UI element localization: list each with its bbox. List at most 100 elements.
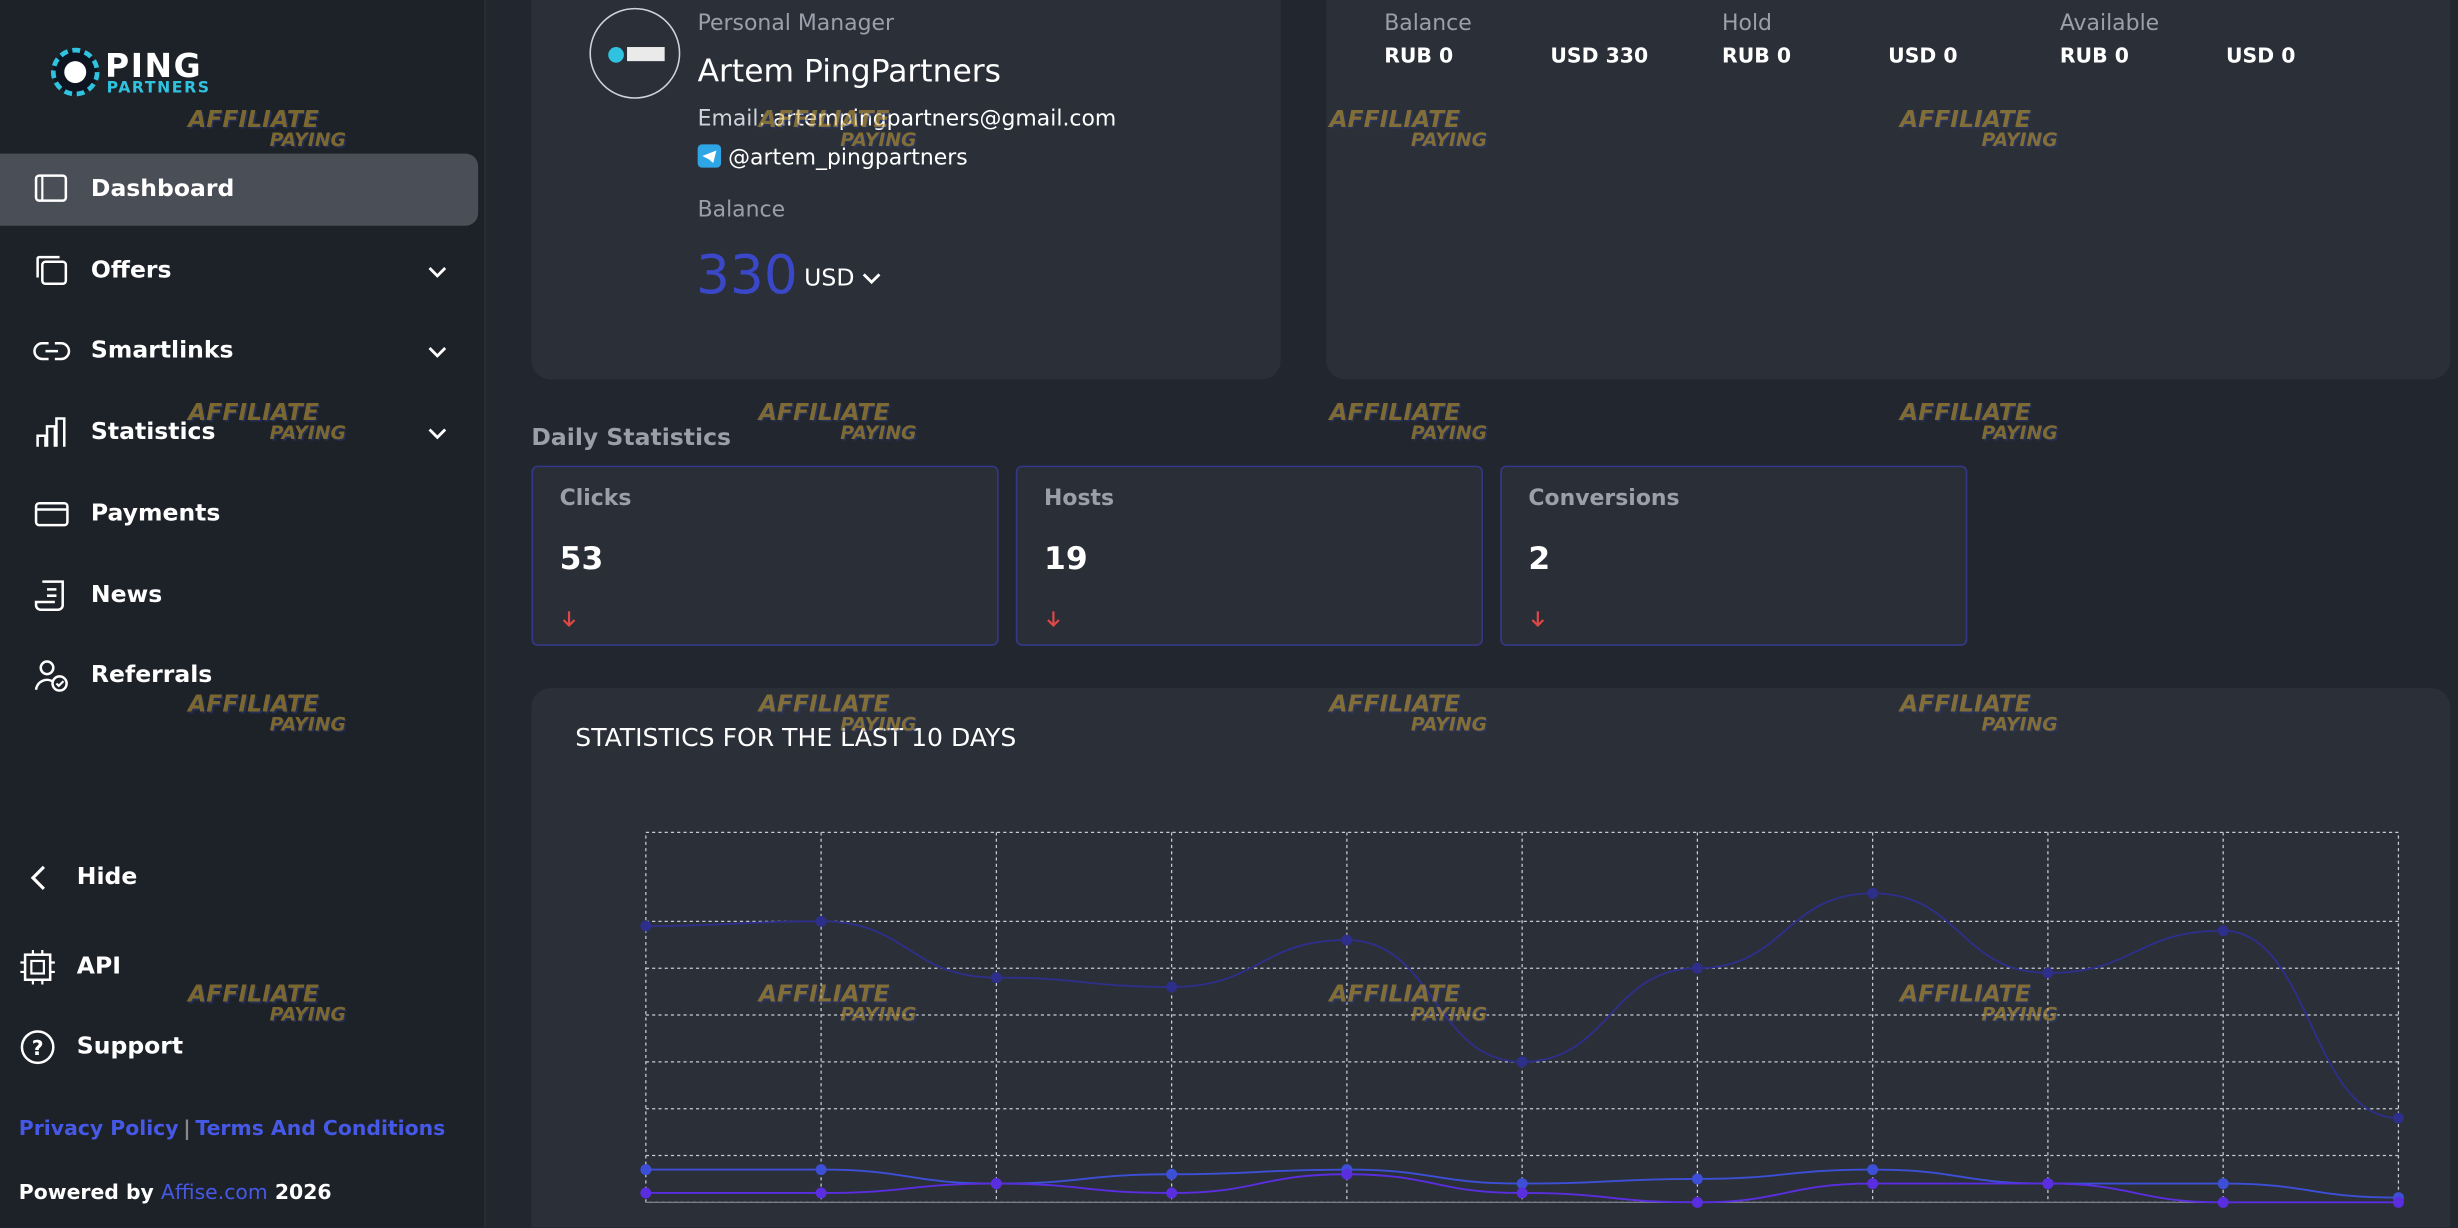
hide-button[interactable]: Hide — [0, 842, 478, 914]
series-line — [645, 892, 2399, 1119]
chevron — [428, 347, 447, 359]
icon — [30, 865, 46, 890]
api-link[interactable]: API — [0, 931, 478, 1003]
nav-label: Hide — [76, 862, 138, 891]
daily-title: Daily Statistics — [531, 423, 732, 452]
data-point — [1341, 1168, 1353, 1180]
balance-usd: USD 0 — [2225, 45, 2296, 69]
manager-email: Email: artempingpartners@gmail.com — [698, 107, 1117, 132]
privacy-link[interactable]: Privacy Policy — [18, 1117, 179, 1142]
data-point — [1867, 1164, 1879, 1176]
nav-label: Smartlinks — [90, 336, 234, 365]
year: 2026 — [274, 1181, 332, 1206]
chevron — [862, 273, 881, 285]
data-point — [815, 1187, 827, 1199]
balance-rub: RUB 0 — [1722, 45, 1792, 69]
separator: | — [183, 1117, 191, 1142]
stat-label: Conversions — [1528, 485, 1680, 512]
balance-group-label: Hold — [1722, 10, 1772, 37]
manager-avatar — [589, 7, 681, 99]
stat-label: Hosts — [1044, 485, 1115, 512]
data-point — [1166, 1168, 1178, 1180]
nav-label: Referrals — [90, 660, 213, 689]
trend-down-icon — [1047, 611, 1060, 628]
data-point — [2217, 1196, 2229, 1208]
icon — [34, 501, 69, 527]
balance-value: 330 — [696, 244, 798, 308]
logo-name: PING — [105, 47, 203, 85]
nav-item[interactable]: Statistics — [0, 397, 478, 469]
data-point — [1166, 1187, 1178, 1199]
stat-value: 2 — [1528, 539, 1551, 577]
nav-item[interactable]: Payments — [0, 478, 478, 550]
currency: USD — [804, 263, 855, 292]
email[interactable]: artempingpartners@gmail.com — [772, 106, 1117, 132]
stat-card: Conversions 2 — [1500, 465, 1968, 646]
data-point — [640, 920, 652, 932]
data-point — [1691, 1173, 1703, 1185]
data-point — [1867, 887, 1879, 899]
balance-group-label: Available — [2059, 10, 2160, 37]
balance-usd: USD 0 — [1888, 45, 1958, 69]
balance-rub: RUB 0 — [2059, 45, 2129, 69]
stat-value: 19 — [1044, 539, 1088, 577]
manager-name: Artem PingPartners — [697, 51, 1001, 90]
icon — [20, 949, 55, 985]
logo-icon — [50, 47, 100, 97]
icon: ? — [20, 1030, 55, 1065]
data-point — [990, 972, 1002, 984]
data-point — [1516, 1187, 1528, 1199]
data-point — [1691, 962, 1703, 974]
data-point — [1867, 1178, 1879, 1190]
data-point — [2042, 967, 2054, 979]
terms-link[interactable]: Terms And Conditions — [195, 1117, 446, 1142]
nav-label: Dashboard — [90, 174, 235, 203]
data-point — [990, 1178, 1002, 1190]
brand-link[interactable]: Affise.com — [160, 1181, 268, 1206]
telegram-icon — [697, 144, 722, 168]
nav-item[interactable]: Dashboard — [0, 153, 479, 226]
icon — [34, 579, 64, 611]
data-point — [2392, 1112, 2404, 1124]
nav-item[interactable]: Offers — [0, 235, 478, 307]
trend-down-icon — [1531, 611, 1545, 628]
chart-title: STATISTICS FOR THE LAST 10 DAYS — [575, 722, 1017, 753]
manager-telegram[interactable]: @artem_pingpartners — [697, 144, 968, 171]
balances-card: Balance RUB 0 USD 330 Hold RUB 0 USD 0 Availab… — [1326, 0, 2451, 380]
manager-card: Personal Manager Artem PingPartners Emai… — [531, 0, 1281, 380]
manager-heading: Personal Manager — [697, 10, 895, 37]
icon — [36, 417, 66, 447]
balance-rub: RUB 0 — [1384, 45, 1454, 69]
stat-card: Clicks 53 — [531, 465, 999, 646]
sidebar: PING PARTNERS Dashboard Offers Smartlinks S… — [0, 0, 486, 1228]
data-point — [1516, 1056, 1528, 1068]
nav-label: Payments — [90, 498, 221, 527]
data-point — [1516, 1178, 1528, 1190]
data-point — [1166, 981, 1178, 993]
stat-label: Clicks — [559, 485, 632, 512]
nav-label: News — [90, 579, 163, 608]
currency-select[interactable]: USD — [804, 263, 881, 292]
data-point — [2392, 1196, 2404, 1208]
support-link[interactable]: ? Support — [0, 1011, 478, 1083]
svg-text:?: ? — [32, 1036, 44, 1060]
icon — [33, 342, 71, 361]
stat-value: 53 — [559, 539, 604, 577]
data-point — [640, 1187, 652, 1199]
nav-item[interactable]: News — [0, 559, 478, 631]
nav-item[interactable]: Referrals — [0, 640, 478, 712]
data-point — [1691, 1196, 1703, 1208]
nav-item[interactable]: Smartlinks — [0, 316, 478, 388]
chevron — [428, 266, 447, 278]
nav-label: Offers — [90, 255, 172, 284]
data-point — [2042, 1178, 2054, 1190]
icon — [36, 255, 68, 285]
logo-sub: PARTNERS — [106, 79, 211, 98]
powered-by: Powered by Affise.com 2026 — [19, 1182, 332, 1206]
nav-label: API — [76, 951, 121, 980]
telegram: @artem_pingpartners — [728, 145, 968, 171]
stat-card: Hosts 19 — [1015, 465, 1483, 646]
